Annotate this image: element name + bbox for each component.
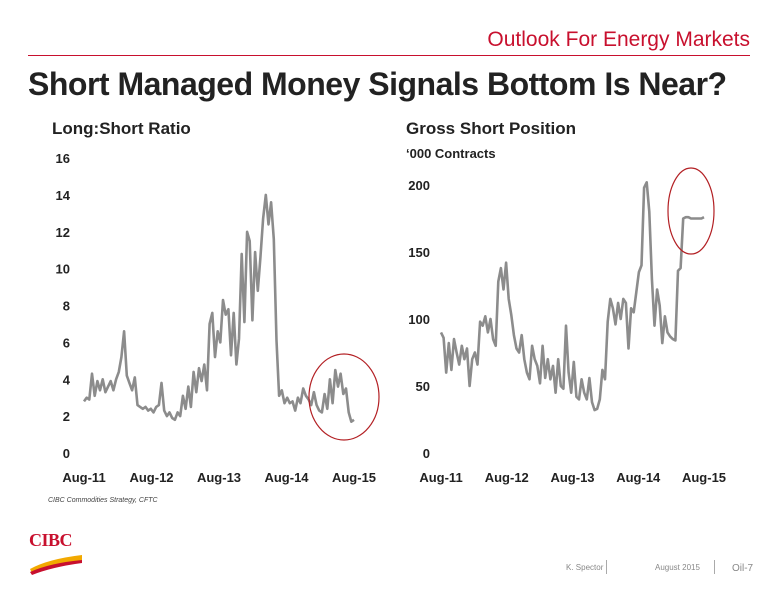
y-tick-label: 150 [408,245,430,260]
y-tick-label: 16 [56,151,70,166]
cibc-logo [28,525,84,575]
y-tick-label: 4 [63,372,71,387]
y-tick-label: 12 [56,225,70,240]
x-tick-label: Aug-13 [197,470,241,485]
x-tick-label: Aug-15 [682,470,726,485]
x-tick-label: Aug-12 [485,470,529,485]
series-line [439,181,705,412]
x-tick-label: Aug-11 [62,470,105,485]
y-tick-label: 100 [408,312,430,327]
y-tick-label: 2 [63,409,70,424]
x-tick-label: Aug-13 [550,470,594,485]
x-tick-label: Aug-11 [419,470,462,485]
logo-text: CIBC [29,530,73,550]
highlight-circle [308,353,380,441]
y-tick-label: 8 [63,299,70,314]
y-tick-label: 200 [408,178,430,193]
x-tick-label: Aug-12 [129,470,173,485]
y-tick-label: 10 [56,262,70,277]
series-line [82,193,355,423]
y-tick-label: 14 [56,188,71,203]
x-tick-label: Aug-15 [332,470,376,485]
y-tick-label: 0 [423,446,430,461]
source-note: CIBC Commodities Strategy, CFTC [48,497,158,504]
highlight-circle [667,167,715,255]
chart-title-left: Long:Short Ratio [52,119,191,138]
footer-separator [606,560,607,574]
page-number: Oil-7 [732,563,754,574]
footer-separator [714,560,715,574]
footer-author: K. Spector [566,563,604,572]
chart-subtitle-right: ‘000 Contracts [406,146,496,161]
header-rule [28,55,750,56]
header-title: Outlook For Energy Markets [487,28,750,51]
x-tick-label: Aug-14 [264,470,309,485]
slide-title: Short Managed Money Signals Bottom Is Ne… [28,66,727,102]
y-tick-label: 0 [63,446,70,461]
y-tick-label: 6 [63,335,70,350]
x-tick-label: Aug-14 [616,470,661,485]
footer-date: August 2015 [655,563,700,572]
y-tick-label: 50 [416,379,430,394]
chart-title-right: Gross Short Position [406,119,577,138]
